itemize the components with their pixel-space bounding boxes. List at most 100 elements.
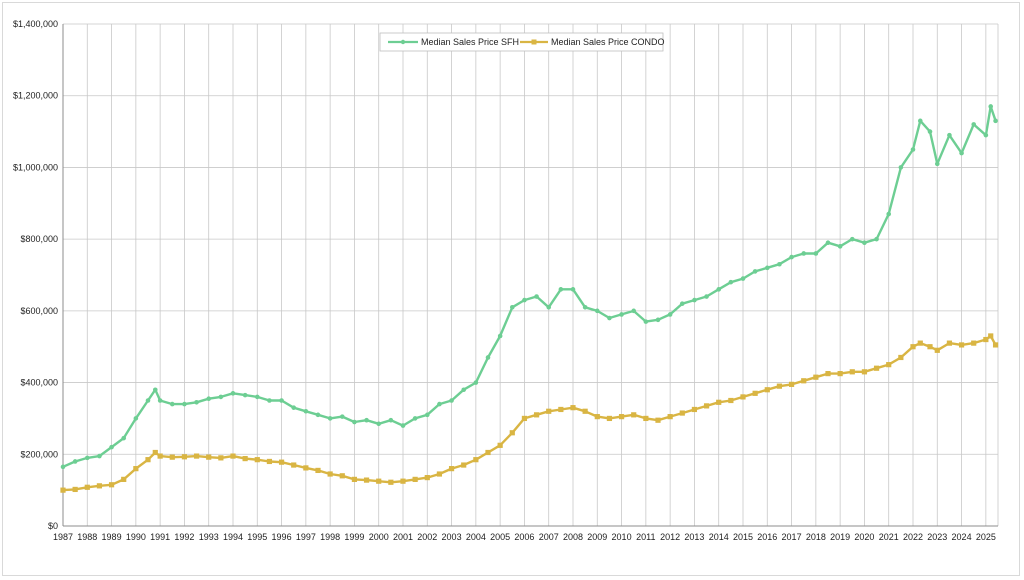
data-point-condo — [84, 484, 90, 490]
data-point-condo — [898, 354, 904, 361]
data-point-sfh — [206, 396, 212, 402]
data-point-sfh — [947, 132, 952, 138]
data-point-condo — [108, 482, 115, 488]
data-point-condo — [400, 478, 406, 484]
data-point-sfh — [534, 294, 539, 299]
y-tick-label: $1,000,000 — [13, 162, 58, 172]
data-point-sfh — [254, 394, 260, 400]
data-point-condo — [740, 394, 746, 400]
data-point-sfh — [917, 118, 923, 124]
data-point-condo — [971, 340, 977, 346]
data-point-sfh — [461, 387, 467, 393]
data-point-sfh — [364, 417, 369, 423]
data-point-sfh — [655, 317, 661, 323]
data-point-sfh — [959, 150, 964, 156]
data-point-sfh — [352, 419, 357, 425]
data-point-condo — [376, 478, 382, 484]
data-point-sfh — [594, 308, 600, 314]
data-point-condo — [218, 455, 224, 461]
data-point-sfh — [971, 122, 977, 127]
data-point-sfh — [886, 211, 892, 217]
data-point-condo — [606, 415, 613, 422]
data-point-condo — [121, 476, 127, 482]
x-tick-label: 2007 — [539, 532, 559, 542]
data-point-condo — [691, 406, 698, 413]
data-point-sfh — [424, 412, 430, 418]
data-point-condo — [788, 381, 795, 387]
data-point-sfh — [570, 287, 576, 292]
data-point-sfh — [267, 398, 272, 403]
data-point-sfh — [497, 333, 503, 339]
data-point-condo — [424, 474, 430, 481]
data-point-condo — [388, 479, 394, 485]
data-point-condo — [776, 383, 783, 389]
data-point-sfh — [546, 304, 552, 310]
data-point-condo — [363, 477, 370, 483]
x-tick-label: 2021 — [879, 532, 899, 542]
data-point-condo — [497, 442, 503, 448]
x-tick-label: 2018 — [806, 532, 826, 542]
data-point-sfh — [740, 276, 746, 281]
data-point-condo — [716, 399, 722, 405]
x-tick-label: 1999 — [344, 532, 364, 542]
data-point-condo — [152, 449, 158, 456]
data-point-sfh — [716, 287, 722, 292]
data-point-condo — [618, 414, 625, 420]
data-point-condo — [546, 408, 552, 414]
data-point-condo — [703, 403, 710, 409]
x-tick-label: 2000 — [369, 532, 389, 542]
data-point-sfh — [133, 416, 139, 421]
x-tick-label: 2011 — [636, 532, 655, 542]
data-point-condo — [181, 454, 188, 460]
legend-item-sfh: Median Sales Price SFH — [388, 37, 519, 47]
data-point-sfh — [109, 444, 114, 450]
data-point-sfh — [315, 412, 321, 418]
data-point-sfh — [667, 312, 673, 317]
x-tick-label: 1995 — [247, 532, 267, 542]
data-point-condo — [473, 457, 479, 463]
data-point-condo — [206, 454, 212, 460]
data-point-condo — [958, 342, 965, 348]
data-point-sfh — [291, 405, 297, 410]
data-point-condo — [992, 342, 999, 348]
data-point-condo — [849, 369, 855, 375]
data-point-condo — [886, 362, 892, 368]
data-point-condo — [412, 476, 418, 482]
data-point-condo — [910, 344, 916, 350]
data-point-condo — [72, 486, 78, 493]
data-point-sfh — [437, 401, 442, 407]
data-point-condo — [594, 414, 600, 420]
data-point-condo — [558, 406, 564, 413]
data-point-sfh — [825, 240, 831, 246]
data-point-condo — [631, 412, 637, 418]
data-point-sfh — [934, 161, 940, 167]
x-tick-label: 2024 — [952, 532, 972, 542]
y-tick-label: $800,000 — [20, 234, 58, 244]
data-point-sfh — [152, 387, 158, 393]
legend-label-condo: Median Sales Price CONDO — [551, 37, 665, 47]
x-tick-label: 2017 — [782, 532, 802, 542]
data-point-condo — [242, 455, 248, 462]
data-point-condo — [169, 454, 175, 460]
data-point-condo — [643, 415, 649, 422]
data-point-condo — [533, 412, 540, 418]
data-point-condo — [303, 465, 309, 471]
x-tick-label: 1987 — [53, 532, 73, 542]
data-point-sfh — [988, 104, 994, 109]
series-condo — [60, 333, 999, 493]
x-tick-label: 2025 — [976, 532, 996, 542]
data-point-condo — [351, 476, 358, 482]
series-line-sfh — [62, 105, 997, 468]
data-point-sfh — [509, 304, 515, 310]
x-tick-label: 2020 — [854, 532, 874, 542]
data-point-condo — [927, 344, 933, 350]
data-point-condo — [509, 430, 515, 436]
data-point-condo — [254, 457, 260, 463]
data-point-condo — [728, 397, 734, 404]
data-point-sfh — [145, 398, 151, 403]
gridlines — [62, 23, 999, 527]
data-point-condo — [582, 408, 588, 414]
x-tick-label: 2003 — [442, 532, 462, 542]
data-point-condo — [327, 471, 333, 477]
